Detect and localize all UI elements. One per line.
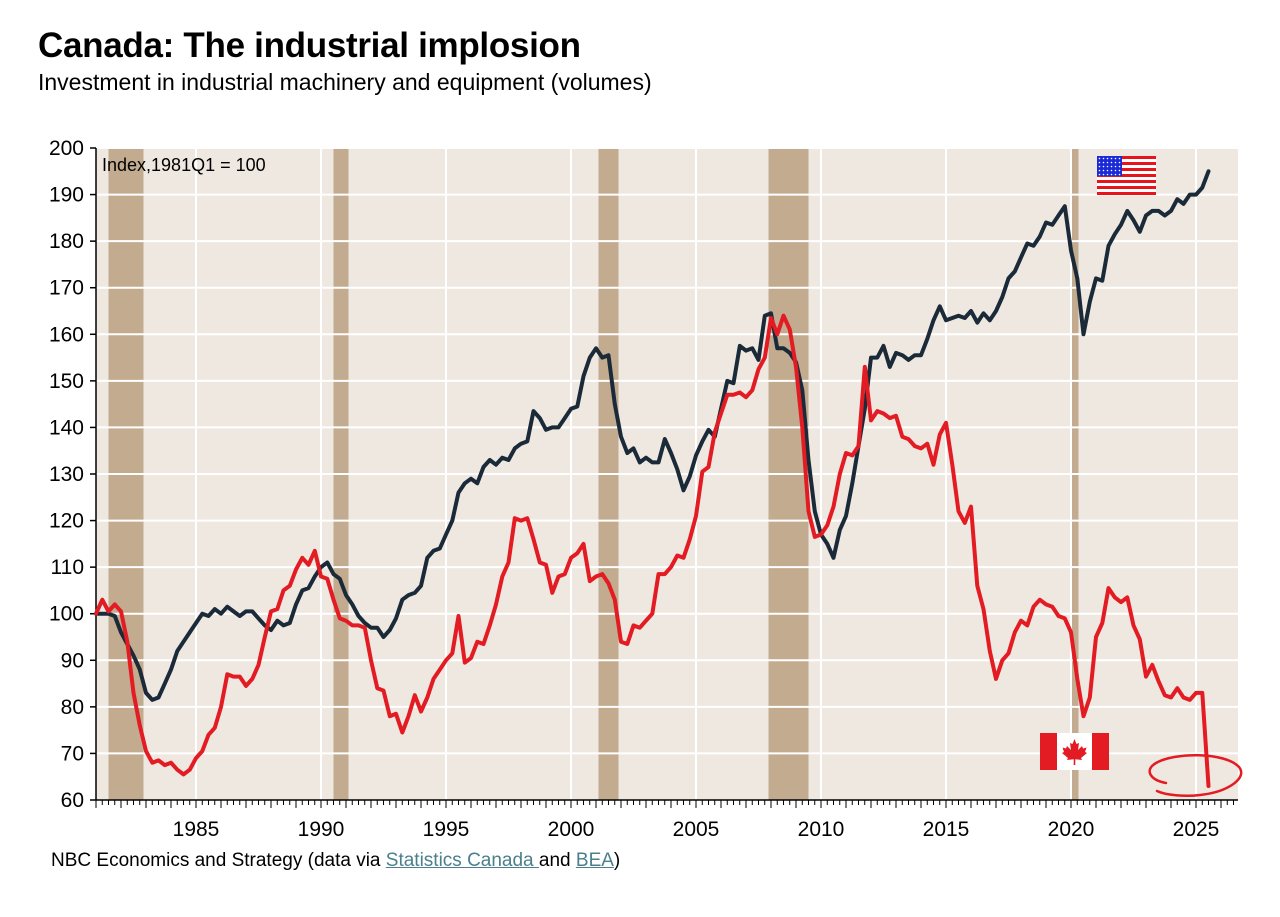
- flag-star: [1114, 165, 1117, 168]
- flag-stripe: [1097, 177, 1156, 180]
- y-tick-label: 70: [61, 742, 84, 765]
- y-tick-label: 130: [49, 463, 84, 486]
- y-tick-label: 90: [61, 649, 84, 672]
- y-tick-label: 140: [49, 416, 84, 439]
- canada-flag-icon: [1040, 733, 1109, 770]
- chart-title: Canada: The industrial implosion: [38, 26, 581, 65]
- flag-star: [1098, 161, 1101, 164]
- flag-stripe: [1097, 180, 1156, 183]
- x-tick-label: 2020: [1048, 818, 1095, 841]
- y-tick-label: 110: [51, 556, 84, 579]
- flag-star: [1118, 169, 1121, 172]
- x-tick-label: 2005: [673, 818, 720, 841]
- x-tick-label: 1995: [423, 818, 470, 841]
- flag-stripe: [1097, 162, 1156, 165]
- statistics-canada-link[interactable]: Statistics Canada: [385, 850, 539, 871]
- flag-stripe: [1097, 174, 1156, 177]
- flag-star: [1106, 169, 1109, 172]
- x-tick-label: 1990: [298, 818, 345, 841]
- y-tick-label: 100: [49, 603, 84, 626]
- y-tick-label: 200: [49, 137, 84, 160]
- flag-star: [1102, 165, 1105, 168]
- flag-star: [1114, 169, 1117, 172]
- flag-star: [1102, 169, 1105, 172]
- x-tick-label: 2015: [923, 818, 970, 841]
- us-flag-icon: [1097, 156, 1156, 195]
- flag-stripe: [1097, 189, 1156, 192]
- source-middle: and: [538, 850, 576, 871]
- flag-star: [1118, 165, 1121, 168]
- unit-label: Index,1981Q1 = 100: [102, 155, 266, 175]
- flag-star: [1098, 157, 1101, 160]
- y-tick-label: 80: [61, 696, 84, 719]
- y-tick-label: 190: [49, 184, 84, 207]
- flag-star: [1114, 157, 1117, 160]
- flag-star: [1098, 165, 1101, 168]
- y-tick-label: 120: [49, 510, 84, 533]
- circle-annotation: [1148, 754, 1243, 798]
- flag-star: [1118, 173, 1121, 176]
- y-tick-label: 150: [49, 370, 84, 393]
- flag-star: [1110, 161, 1113, 164]
- flag-star: [1106, 157, 1109, 160]
- y-tick-label: 170: [49, 277, 84, 300]
- flag-stripe: [1097, 171, 1156, 174]
- flag-star: [1106, 161, 1109, 164]
- flag-star: [1110, 173, 1113, 176]
- series-lines: [94, 169, 1211, 788]
- y-tick-label: 180: [49, 230, 84, 253]
- source-note: NBC Economics and Strategy (data via Sta…: [51, 850, 620, 872]
- flag-stripe: [1097, 168, 1156, 171]
- y-tick-label: 160: [49, 323, 84, 346]
- flag-stripe: [1097, 159, 1156, 162]
- source-prefix: NBC Economics and Strategy (data via: [51, 850, 386, 871]
- axes: 60 70 80 90 100 110 120 130 140 150 160 170 180 190 20…: [49, 137, 1238, 841]
- flag-stripe: [1097, 186, 1156, 189]
- flag-star: [1106, 165, 1109, 168]
- x-tick-label: 2000: [548, 818, 595, 841]
- bea-link[interactable]: BEA: [575, 850, 614, 871]
- flag-star: [1110, 157, 1113, 160]
- flag-stripe: [1097, 165, 1156, 168]
- flag-star: [1118, 161, 1121, 164]
- flag-star: [1118, 157, 1121, 160]
- flag-stripe: [1097, 192, 1156, 195]
- flag-star: [1102, 157, 1105, 160]
- flag-star: [1110, 169, 1113, 172]
- x-tick-label: 2010: [798, 818, 845, 841]
- x-tick-label: 2025: [1173, 818, 1220, 841]
- flag-star: [1114, 161, 1117, 164]
- flag-star: [1098, 173, 1101, 176]
- flag-star: [1114, 173, 1117, 176]
- flag-star: [1102, 161, 1105, 164]
- gridlines: [96, 147, 1238, 800]
- source-suffix: ): [613, 850, 621, 871]
- flag-star: [1106, 173, 1109, 176]
- flag-stripe: [1097, 183, 1156, 186]
- y-tick-label: 60: [61, 789, 84, 812]
- chart-subtitle: Investment in industrial machinery and e…: [38, 69, 652, 95]
- series-line-canada: [94, 313, 1211, 788]
- flag-star: [1102, 173, 1105, 176]
- series-line-usa: [94, 169, 1211, 702]
- flag-star: [1098, 169, 1101, 172]
- x-tick-label: 1985: [173, 818, 220, 841]
- flag-stripe: [1097, 156, 1156, 159]
- maple-leaf-icon: [1062, 739, 1087, 765]
- flag-star: [1110, 165, 1113, 168]
